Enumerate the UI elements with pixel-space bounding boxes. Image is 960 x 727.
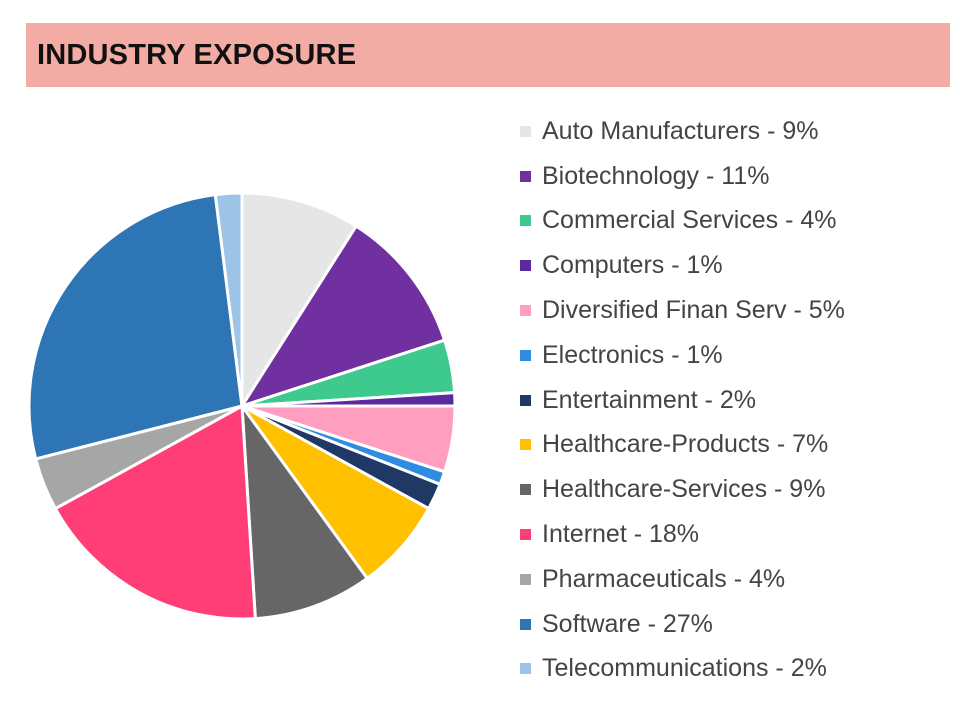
legend-swatch: [520, 529, 531, 541]
pie-chart-svg: [27, 191, 457, 621]
legend-item-commercial-services: Commercial Services - 4%: [520, 199, 950, 244]
chart-legend: Auto Manufacturers - 9% Biotechnology - 1…: [520, 109, 950, 691]
legend-label: Software - 27%: [542, 609, 713, 638]
legend-item-internet: Internet - 18%: [520, 512, 950, 557]
legend-swatch: [520, 663, 531, 675]
legend-label: Internet - 18%: [542, 520, 700, 549]
legend-swatch: [520, 260, 531, 272]
legend-label: Biotechnology - 11%: [542, 161, 770, 190]
legend-swatch: [520, 305, 531, 317]
legend-label: Healthcare-Products - 7%: [542, 430, 829, 459]
legend-item-software: Software - 27%: [520, 602, 950, 647]
legend-label: Auto Manufacturers - 9%: [542, 116, 819, 145]
legend-swatch: [520, 484, 531, 496]
legend-item-biotechnology: Biotechnology - 11%: [520, 154, 950, 199]
legend-swatch: [520, 349, 531, 361]
pie-slice-healthcare-services: [240, 404, 369, 621]
legend-swatch: [520, 394, 531, 406]
legend-item-entertainment: Entertainment - 2%: [520, 378, 950, 423]
legend-swatch: [520, 618, 531, 630]
legend-label: Computers - 1%: [542, 251, 723, 280]
legend-label: Healthcare-Services - 9%: [542, 475, 826, 504]
legend-item-computers: Computers - 1%: [520, 243, 950, 288]
legend-item-telecommunications: Telecommunications - 2%: [520, 647, 950, 692]
pie-slice-auto-manufacturers: [240, 191, 358, 408]
legend-swatch: [520, 170, 531, 182]
legend-item-healthcare-products: Healthcare-Products - 7%: [520, 423, 950, 468]
pie-chart: [27, 191, 457, 621]
legend-label: Commercial Services - 4%: [542, 206, 837, 235]
legend-label: Telecommunications - 2%: [542, 654, 827, 683]
legend-label: Electronics - 1%: [542, 340, 723, 369]
legend-label: Entertainment - 2%: [542, 385, 756, 414]
legend-item-diversified-finan-serv: Diversified Finan Serv - 5%: [520, 288, 950, 333]
pie-slice-biotechnology: [240, 224, 447, 408]
legend-item-pharmaceuticals: Pharmaceuticals - 4%: [520, 557, 950, 602]
legend-item-electronics: Electronics - 1%: [520, 333, 950, 378]
pie-slice-internet: [53, 404, 257, 621]
legend-swatch: [520, 215, 531, 227]
legend-label: Pharmaceuticals - 4%: [542, 564, 786, 593]
chart-title: INDUSTRY EXPOSURE: [37, 38, 357, 71]
pie-slice-telecommunications: [213, 191, 244, 408]
legend-swatch: [520, 573, 531, 585]
legend-swatch: [520, 125, 531, 137]
pie-slice-software: [27, 193, 244, 461]
legend-label: Diversified Finan Serv - 5%: [542, 296, 845, 325]
legend-swatch: [520, 439, 531, 451]
legend-item-auto-manufacturers: Auto Manufacturers - 9%: [520, 109, 950, 154]
legend-item-healthcare-services: Healthcare-Services - 9%: [520, 467, 950, 512]
chart-header: INDUSTRY EXPOSURE: [26, 23, 950, 87]
